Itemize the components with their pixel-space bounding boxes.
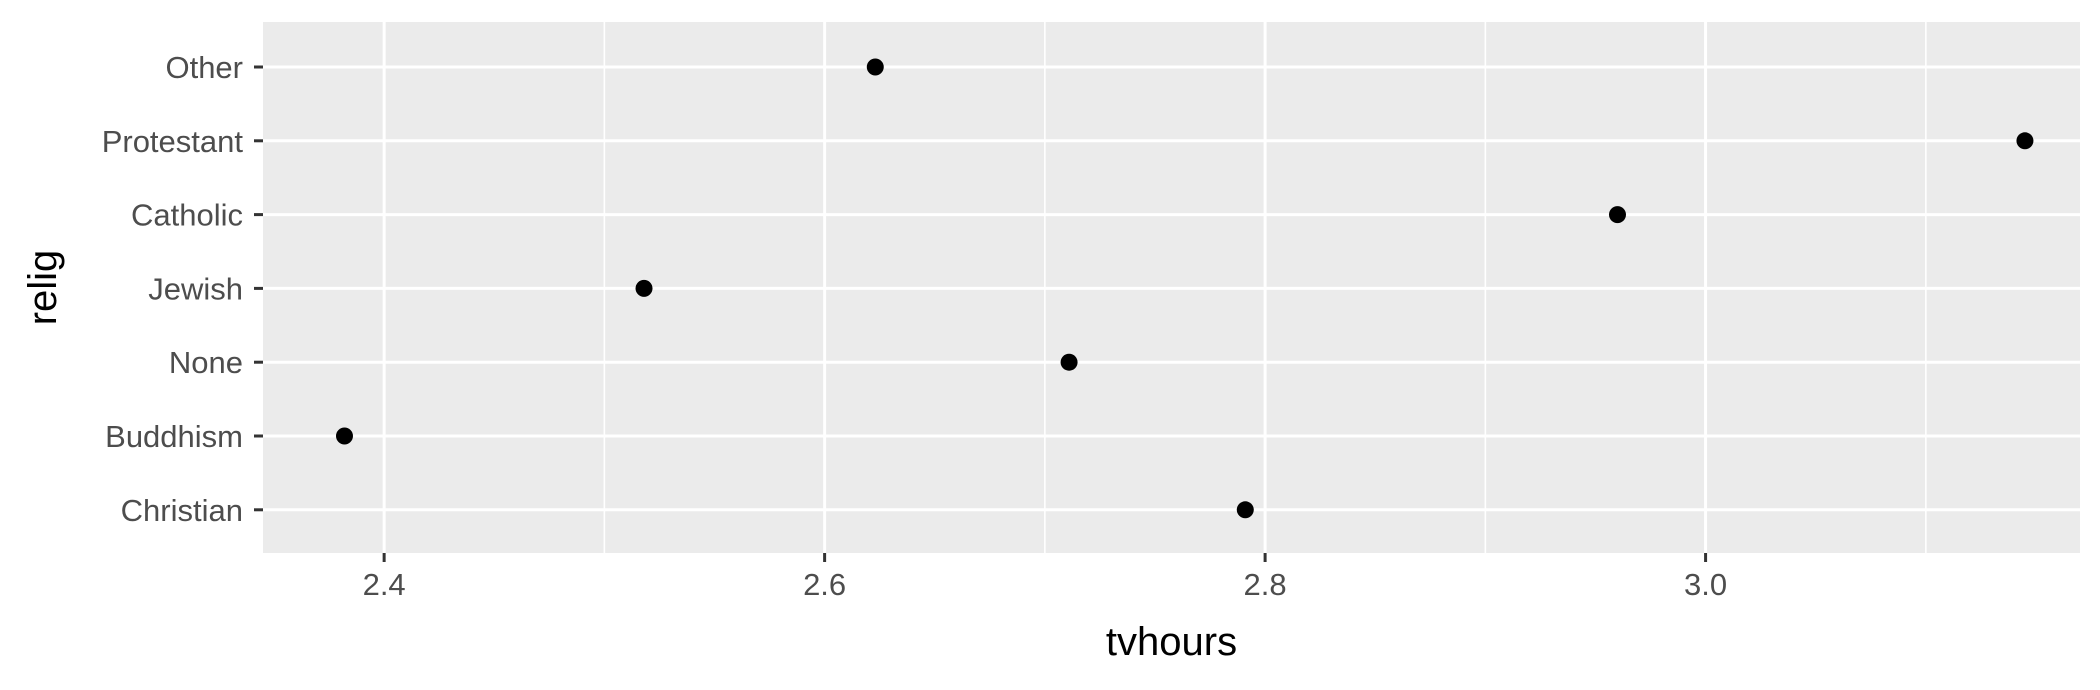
data-point <box>2016 132 2034 150</box>
data-point <box>1608 206 1626 224</box>
y-axis: Other Protestant Catholic Jewish None Buddhis… <box>102 50 263 528</box>
y-axis-title: relig <box>21 250 65 326</box>
y-tick-label: Other <box>165 50 243 85</box>
data-point <box>1060 353 1078 371</box>
x-axis: 2.4 2.6 2.8 3.0 <box>363 553 1727 602</box>
y-tick-label: Buddhism <box>105 419 243 454</box>
x-axis-title: tvhours <box>1106 620 1237 664</box>
data-point <box>866 58 884 76</box>
x-tick-label: 2.4 <box>363 567 406 602</box>
y-tick-label: Christian <box>121 493 243 528</box>
y-tick-label: None <box>169 345 243 380</box>
major-gridlines <box>263 22 2080 553</box>
y-tick-label: Catholic <box>131 198 243 233</box>
x-tick-label: 3.0 <box>1684 567 1727 602</box>
data-points <box>335 58 2034 519</box>
y-tick-label: Jewish <box>148 271 243 306</box>
data-point <box>1236 501 1254 519</box>
x-tick-label: 2.6 <box>803 567 846 602</box>
x-tick-label: 2.8 <box>1244 567 1287 602</box>
data-point <box>635 279 653 297</box>
y-tick-label: Protestant <box>102 124 244 159</box>
data-point <box>335 427 353 445</box>
